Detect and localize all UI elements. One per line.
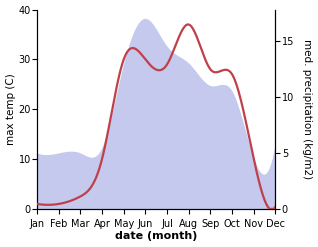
X-axis label: date (month): date (month) (115, 231, 197, 242)
Y-axis label: med. precipitation (kg/m2): med. precipitation (kg/m2) (302, 39, 313, 179)
Y-axis label: max temp (C): max temp (C) (5, 73, 16, 145)
